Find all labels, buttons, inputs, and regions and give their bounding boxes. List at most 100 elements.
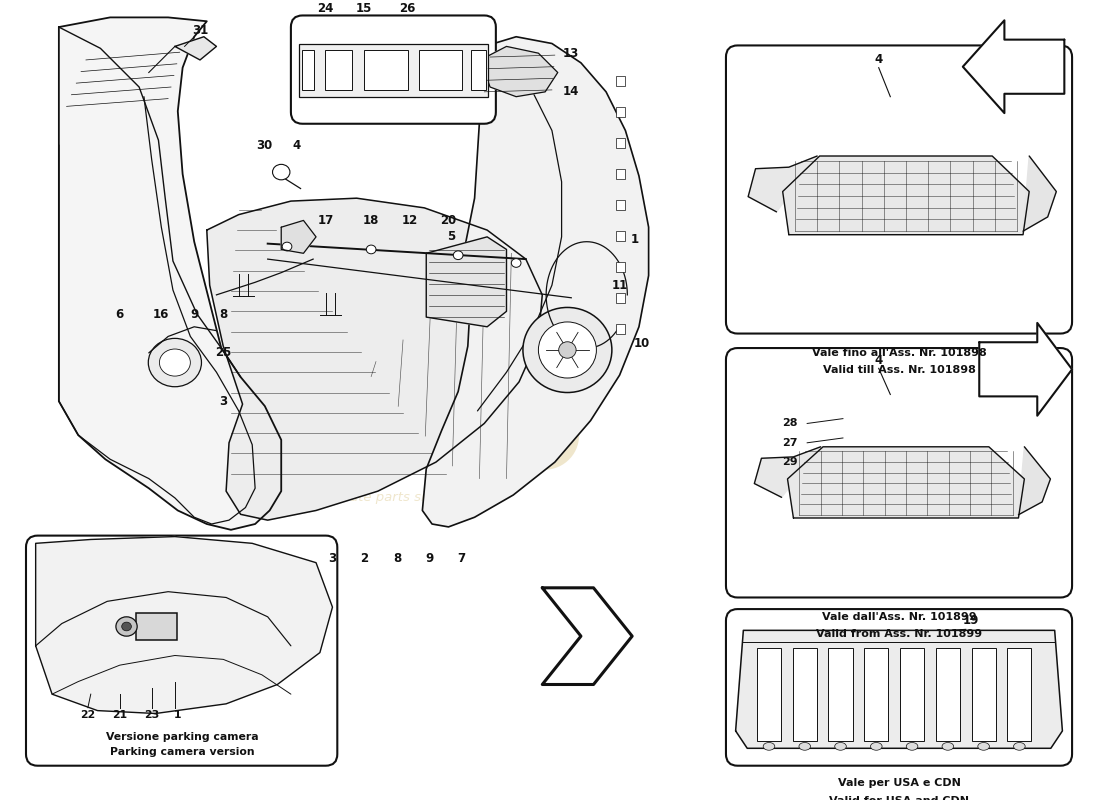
Text: 14: 14 [563, 86, 580, 98]
Bar [616, 231, 626, 241]
Text: 8: 8 [393, 552, 402, 566]
Bar [971, 648, 996, 741]
Text: 4: 4 [874, 54, 883, 66]
Text: Parking camera version: Parking camera version [110, 747, 255, 757]
Bar [418, 50, 462, 90]
Text: 20: 20 [440, 214, 456, 227]
Ellipse shape [283, 242, 292, 251]
Ellipse shape [1013, 742, 1025, 750]
Bar [364, 50, 408, 90]
Text: 29: 29 [782, 457, 797, 467]
Bar [936, 648, 960, 741]
Bar [616, 138, 626, 148]
Text: 3: 3 [329, 552, 337, 566]
FancyBboxPatch shape [290, 15, 496, 124]
Text: Valid from Ass. Nr. 101899: Valid from Ass. Nr. 101899 [816, 630, 982, 639]
Polygon shape [422, 37, 649, 527]
Text: 13: 13 [563, 46, 580, 60]
Text: 25: 25 [214, 346, 231, 359]
Text: 2: 2 [361, 552, 368, 566]
Text: Vale per USA e CDN: Vale per USA e CDN [837, 778, 960, 788]
Text: 19: 19 [962, 614, 979, 627]
Text: 10: 10 [634, 337, 650, 350]
Ellipse shape [453, 251, 463, 259]
Polygon shape [207, 198, 542, 520]
Text: 30: 30 [256, 138, 273, 151]
Bar [828, 648, 852, 741]
Bar [298, 43, 488, 97]
Text: Vale fino all'Ass. Nr. 101898: Vale fino all'Ass. Nr. 101898 [812, 348, 987, 358]
Bar [324, 50, 352, 90]
Text: 12: 12 [402, 214, 418, 227]
Text: 16: 16 [153, 308, 169, 321]
Text: 4: 4 [293, 138, 300, 151]
Text: 9: 9 [190, 308, 198, 321]
Text: 6: 6 [116, 308, 124, 321]
Ellipse shape [116, 617, 138, 636]
Ellipse shape [273, 164, 290, 180]
Ellipse shape [148, 338, 201, 386]
Text: 17: 17 [318, 214, 333, 227]
Ellipse shape [559, 342, 576, 358]
FancyBboxPatch shape [26, 536, 338, 766]
Bar [900, 648, 924, 741]
Bar [616, 200, 626, 210]
FancyBboxPatch shape [726, 348, 1072, 598]
Text: 15: 15 [356, 2, 373, 15]
Polygon shape [282, 221, 316, 254]
Text: 26: 26 [398, 2, 415, 15]
Ellipse shape [870, 742, 882, 750]
Polygon shape [35, 537, 332, 714]
Text: 22: 22 [80, 710, 96, 721]
Ellipse shape [122, 622, 131, 631]
Text: 11: 11 [612, 278, 628, 292]
Bar [471, 50, 486, 90]
Text: Vale dall'Ass. Nr. 101899: Vale dall'Ass. Nr. 101899 [822, 612, 977, 622]
Ellipse shape [763, 742, 774, 750]
Text: & passionate parts since 1946: & passionate parts since 1946 [285, 491, 486, 505]
Bar [865, 648, 889, 741]
Ellipse shape [512, 258, 521, 267]
Ellipse shape [978, 742, 989, 750]
FancyBboxPatch shape [726, 46, 1072, 334]
Ellipse shape [160, 349, 190, 376]
Text: 24: 24 [318, 2, 334, 15]
Ellipse shape [366, 245, 376, 254]
Bar [757, 648, 781, 741]
Bar [616, 262, 626, 272]
Bar [793, 648, 817, 741]
FancyBboxPatch shape [726, 609, 1072, 766]
Text: 21: 21 [112, 710, 128, 721]
Polygon shape [426, 237, 506, 326]
Bar [616, 169, 626, 179]
Ellipse shape [522, 307, 612, 393]
Text: 23: 23 [144, 710, 159, 721]
Polygon shape [481, 46, 558, 97]
Polygon shape [542, 588, 632, 685]
Text: 9: 9 [425, 552, 433, 566]
Text: 1: 1 [631, 234, 639, 246]
Polygon shape [748, 156, 817, 212]
Polygon shape [736, 630, 1063, 748]
Polygon shape [1019, 446, 1050, 514]
Bar [616, 76, 626, 86]
Polygon shape [783, 156, 1030, 234]
Text: 18: 18 [363, 214, 379, 227]
Polygon shape [755, 446, 821, 498]
Text: Versione parking camera: Versione parking camera [107, 732, 258, 742]
Bar [302, 50, 315, 90]
Ellipse shape [538, 322, 596, 378]
Ellipse shape [799, 742, 811, 750]
Text: 31: 31 [191, 25, 208, 38]
Ellipse shape [906, 742, 917, 750]
Text: 7: 7 [456, 552, 465, 566]
Bar [136, 613, 177, 640]
Polygon shape [1023, 156, 1056, 231]
Text: Valid for USA and CDN: Valid for USA and CDN [829, 795, 969, 800]
Text: 27: 27 [782, 438, 797, 448]
Text: 3: 3 [219, 394, 228, 408]
Polygon shape [59, 18, 282, 530]
Bar [1008, 648, 1032, 741]
Text: 1946: 1946 [260, 378, 588, 493]
Ellipse shape [942, 742, 954, 750]
